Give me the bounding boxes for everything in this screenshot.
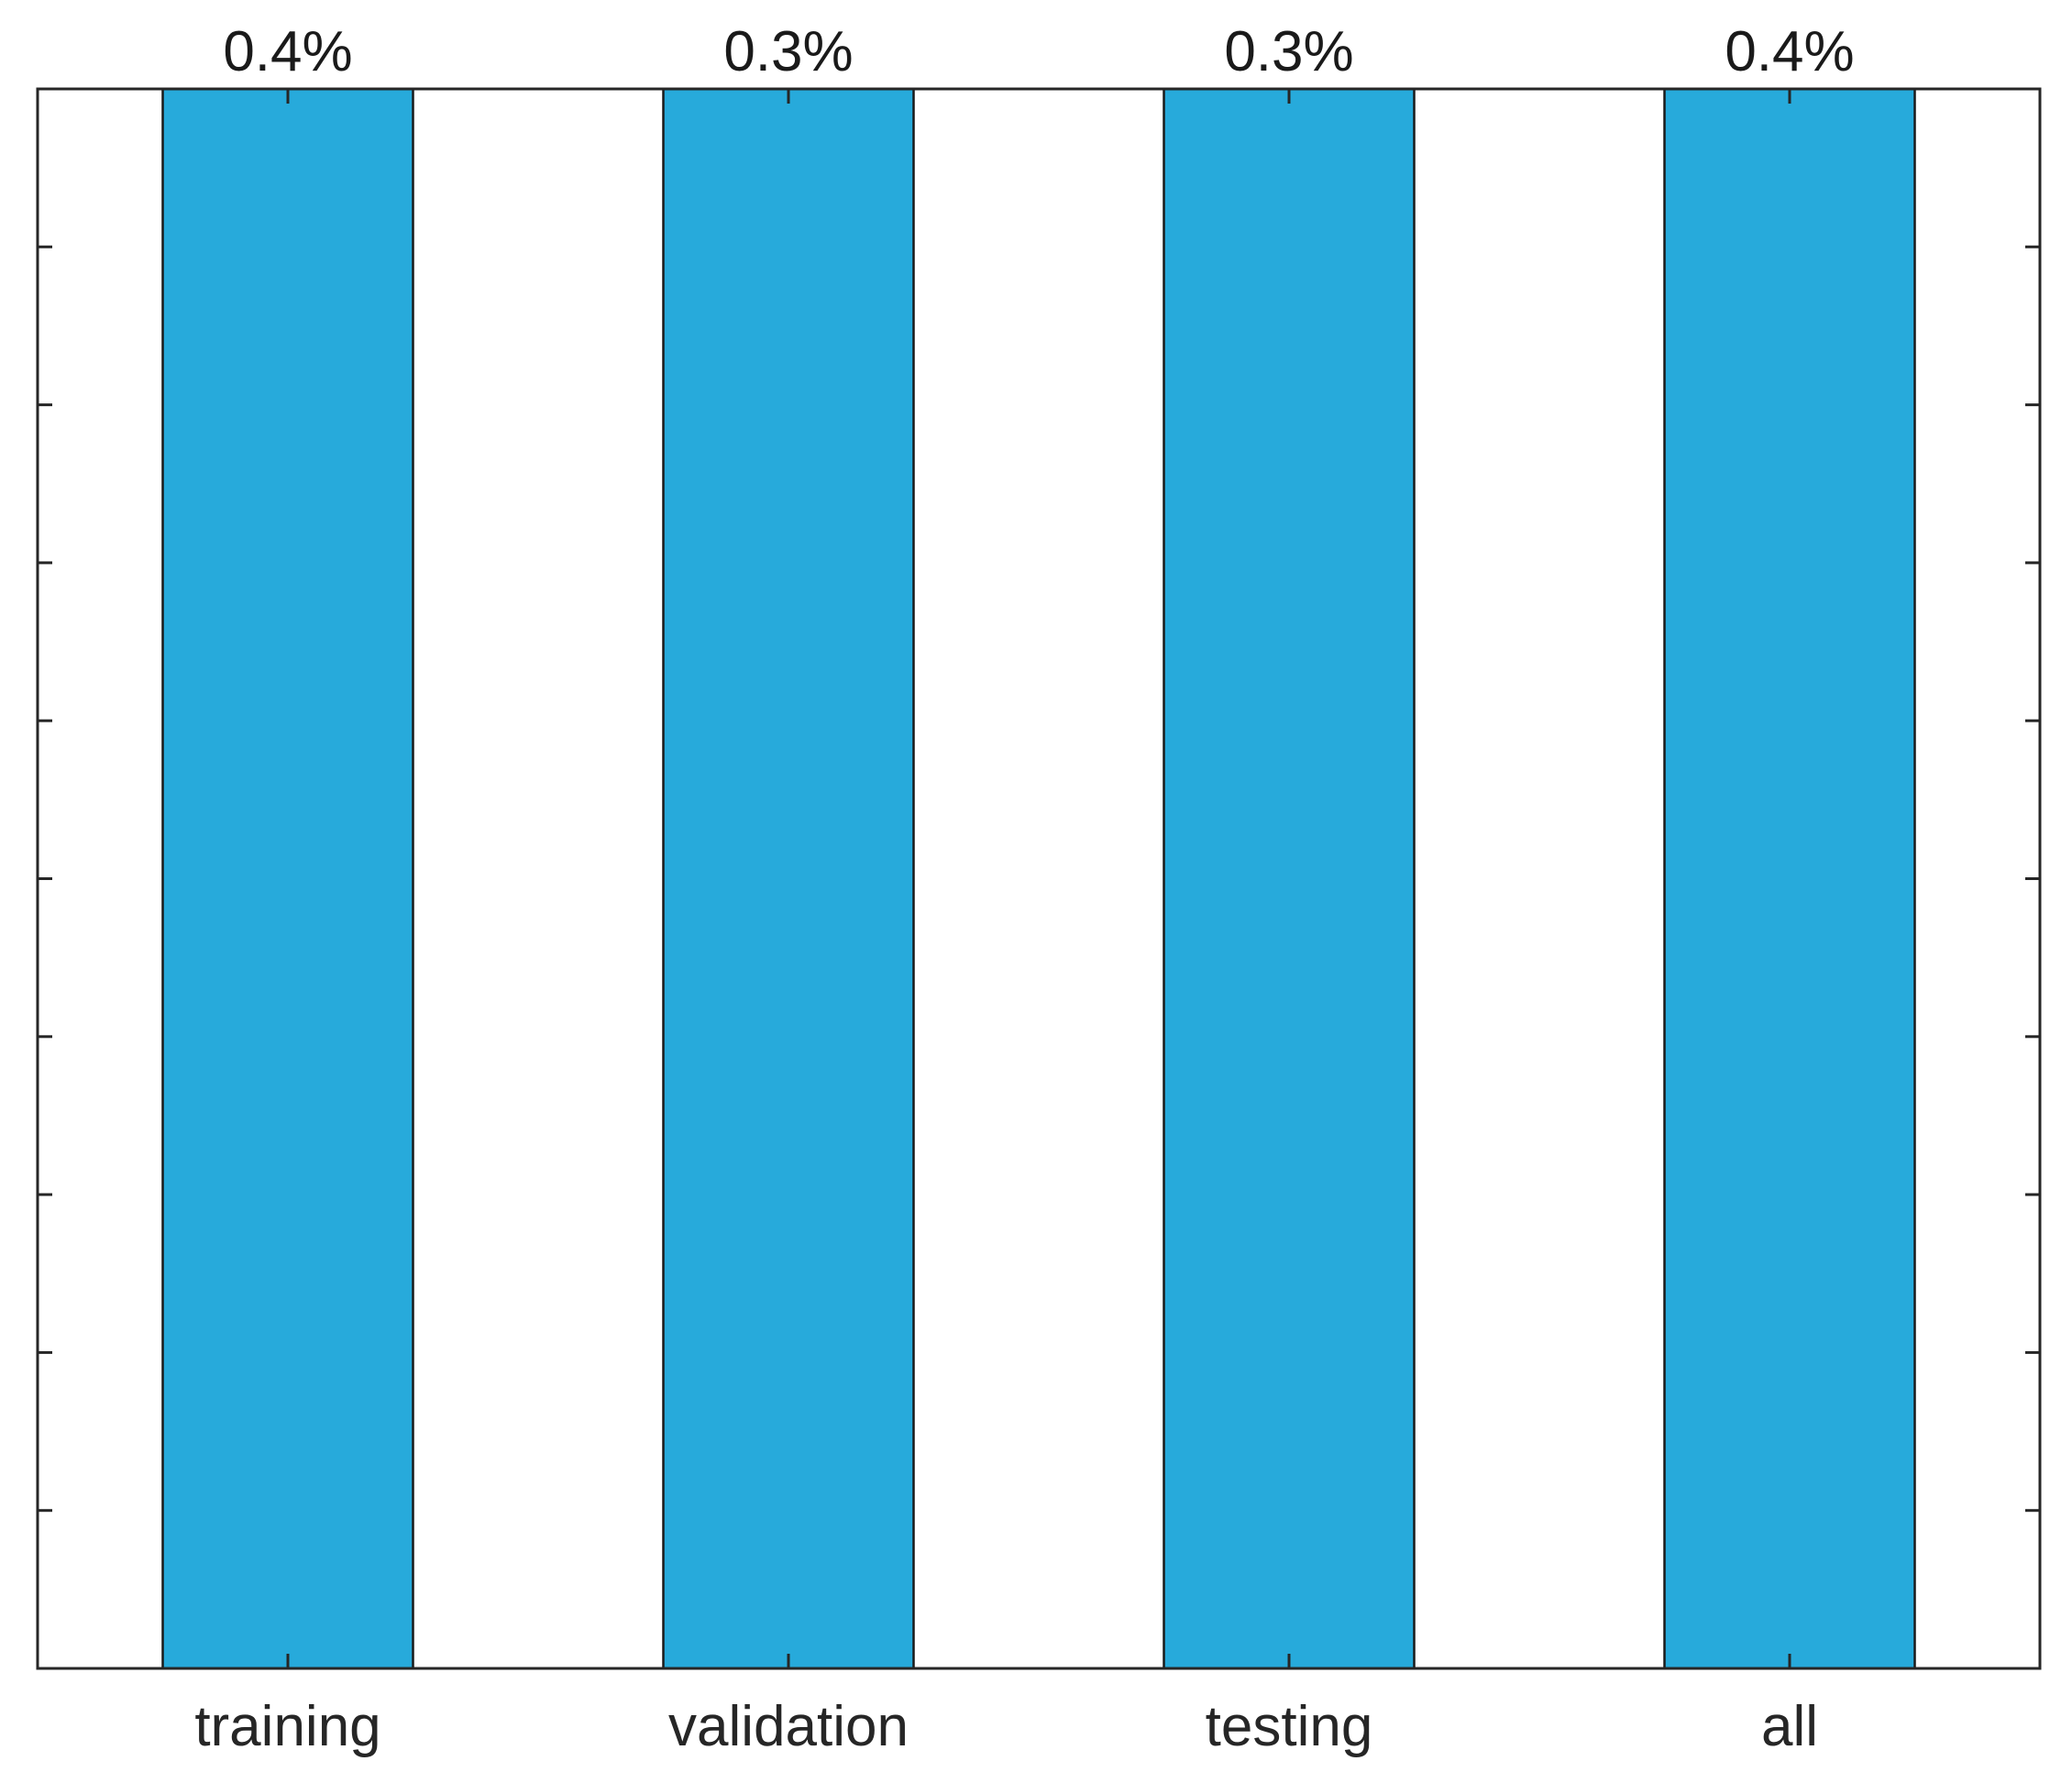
data-label: 0.3% [723, 20, 853, 83]
axes-frame [36, 87, 2042, 1670]
bar-validation [662, 87, 915, 1670]
y-tick-marks [38, 245, 2040, 1513]
x-tick-marks [286, 89, 1791, 1668]
bars [161, 87, 1916, 1670]
data-label: 0.4% [223, 20, 352, 83]
bar-all [1663, 87, 1916, 1670]
data-label: 0.4% [1725, 20, 1854, 83]
x-tick-label: testing [1206, 1695, 1373, 1758]
x-tick-labels: training validation testing all [194, 1695, 1818, 1758]
x-tick-label: training [194, 1695, 380, 1758]
data-labels: 0.4% 0.3% 0.3% 0.4% [223, 20, 1854, 83]
x-tick-label: all [1761, 1695, 1818, 1758]
data-label: 0.3% [1224, 20, 1353, 83]
x-tick-label: validation [668, 1695, 909, 1758]
bar-training [161, 87, 414, 1670]
bar-testing [1163, 87, 1416, 1670]
